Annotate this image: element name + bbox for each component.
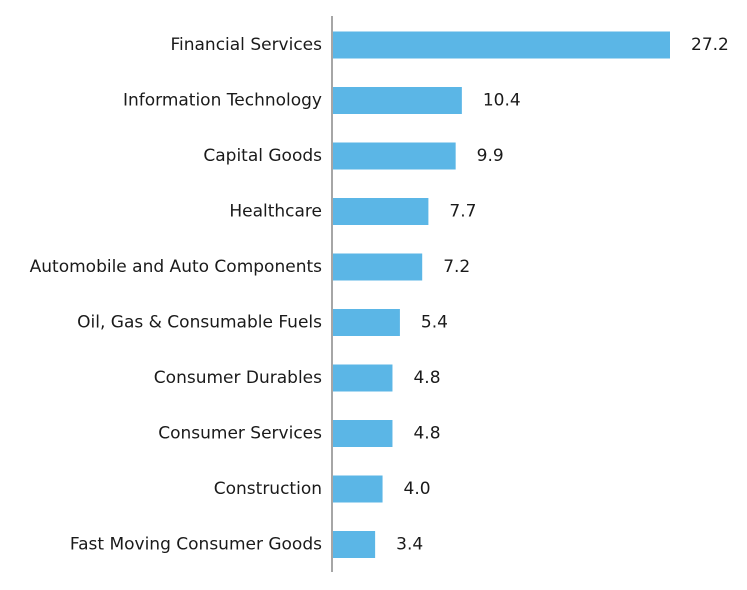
value-label-oil-gas-and-consumable-fuels: 5.4	[421, 313, 448, 333]
bar-oil-gas-and-consumable-fuels	[333, 309, 400, 336]
category-label-automobile-and-auto-components: Automobile and Auto Components	[30, 257, 322, 277]
category-label-financial-services: Financial Services	[170, 35, 322, 55]
bar-construction	[333, 475, 383, 503]
value-label-healthcare: 7.7	[449, 202, 476, 222]
bar-financial-services	[333, 31, 670, 59]
value-label-information-technology: 10.4	[483, 91, 521, 111]
value-label-consumer-services: 4.8	[413, 424, 440, 444]
category-labels: Financial Services Information Technology…	[30, 35, 323, 555]
category-label-fast-moving-consumer-goods: Fast Moving Consumer Goods	[70, 535, 322, 555]
bar-information-technology	[333, 87, 462, 114]
value-label-fast-moving-consumer-goods: 3.4	[396, 535, 423, 555]
bar-fast-moving-consumer-goods	[333, 531, 376, 558]
category-label-consumer-durables: Consumer Durables	[154, 368, 322, 388]
value-label-consumer-durables: 4.8	[413, 368, 440, 388]
bar-consumer-services	[333, 420, 393, 447]
bar-capital-goods	[333, 142, 456, 170]
category-label-information-technology: Information Technology	[123, 91, 322, 111]
value-label-financial-services: 27.2	[691, 35, 729, 55]
value-label-automobile-and-auto-components: 7.2	[443, 257, 470, 277]
bars-layer	[333, 31, 670, 558]
category-label-healthcare: Healthcare	[229, 202, 322, 222]
value-label-capital-goods: 9.9	[477, 146, 504, 166]
value-label-construction: 4.0	[404, 479, 431, 499]
bar-healthcare	[333, 198, 429, 225]
category-label-capital-goods: Capital Goods	[203, 146, 322, 166]
value-labels: 27.2 10.4 9.9 7.7 7.2 5.4 4.8 4.8 4.0 3.4	[396, 35, 729, 555]
category-label-oil-gas-and-consumable-fuels: Oil, Gas & Consumable Fuels	[77, 313, 322, 333]
bar-consumer-durables	[333, 364, 393, 392]
category-label-consumer-services: Consumer Services	[158, 424, 322, 444]
bar-automobile-and-auto-components	[333, 253, 423, 281]
category-label-construction: Construction	[214, 479, 322, 499]
